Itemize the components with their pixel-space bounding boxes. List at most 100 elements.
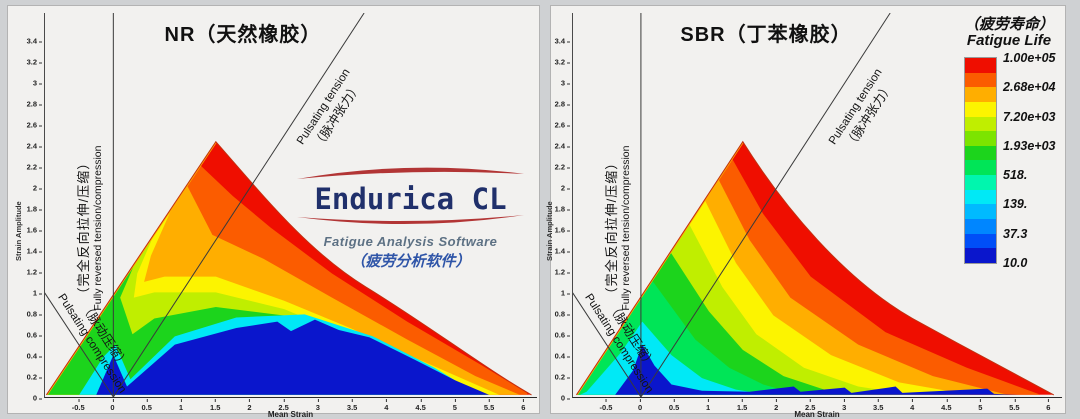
y-tick-3: 3 xyxy=(560,78,571,88)
y-tick-1.8: 1.8 xyxy=(26,204,43,214)
y-tick-2.4: 2.4 xyxy=(554,141,571,151)
y-tick-0: 0 xyxy=(560,393,571,403)
y-tick-1.8: 1.8 xyxy=(554,204,571,214)
y-tick-2.2: 2.2 xyxy=(26,162,43,172)
legend-level-4: 518. xyxy=(1003,168,1028,183)
x-tick-4: 4 xyxy=(384,399,389,412)
y-tick-0.4: 0.4 xyxy=(554,351,571,361)
y-tick-0.6: 0.6 xyxy=(26,330,43,340)
logo-swoosh-top-icon xyxy=(297,167,524,179)
sbr-y-axis: 0 0.2 0.4 0.6 0.8 1 1.2 1.4 1.6 1.8 2 2.2 2.4 2.6 2.8 3… xyxy=(551,13,571,403)
x-tick-3: 3 xyxy=(315,399,320,412)
x-tick-1.5: 1.5 xyxy=(736,399,748,412)
legend-level-5: 139. xyxy=(1003,197,1028,212)
sbr-domain-outline xyxy=(576,142,1053,395)
legend-level-1: 2.68e+04 xyxy=(1003,80,1056,95)
x-tick-2: 2 xyxy=(774,399,779,412)
y-tick-0.4: 0.4 xyxy=(26,351,43,361)
nr-title: NR（天然橡胶） xyxy=(164,24,322,46)
y-tick-1.2: 1.2 xyxy=(554,267,571,277)
legend-band-2 xyxy=(965,87,996,102)
x-tick-6: 6 xyxy=(521,399,526,412)
x-tick-3.5: 3.5 xyxy=(346,399,358,412)
legend-level-3: 1.93e+03 xyxy=(1003,138,1056,153)
x-tick-0: 0 xyxy=(637,399,643,412)
logo-swoosh-bottom-icon xyxy=(297,215,524,225)
y-tick-0.8: 0.8 xyxy=(554,309,571,319)
x-tick--0.5: -0.5 xyxy=(71,399,85,412)
legend-level-2: 7.20e+03 xyxy=(1003,109,1056,124)
logo-subtitle-cn: （疲劳分析软件） xyxy=(350,253,471,270)
sbr-title: SBR（丁苯橡胶） xyxy=(680,24,852,46)
legend-band-13 xyxy=(965,248,996,263)
legend-band-4 xyxy=(965,116,996,132)
x-tick-0.5: 0.5 xyxy=(668,399,680,412)
legend-level-0: 1.00e+05 xyxy=(1003,51,1056,65)
x-tick-1.5: 1.5 xyxy=(209,399,221,412)
endurica-logo: Endurica CL Fatigue Analysis Software （疲… xyxy=(293,166,528,271)
legend-band-6 xyxy=(965,145,996,161)
nr-pulsating-compression-line xyxy=(45,285,113,397)
nr-band-blue xyxy=(46,319,532,395)
x-tick-0: 0 xyxy=(110,399,115,412)
y-tick-1: 1 xyxy=(32,288,43,298)
x-tick-5.5: 5.5 xyxy=(483,399,495,412)
y-tick-2.4: 2.4 xyxy=(26,141,43,151)
y-tick-0.2: 0.2 xyxy=(554,372,571,382)
y-tick-0.2: 0.2 xyxy=(26,372,43,382)
sbr-pulsating-tension-line xyxy=(641,13,890,397)
y-tick-3: 3 xyxy=(32,78,43,88)
y-tick-0.6: 0.6 xyxy=(554,330,571,340)
legend-band-8 xyxy=(965,175,996,190)
sbr-contour-plot xyxy=(573,13,1062,397)
x-tick-1: 1 xyxy=(178,399,184,412)
nr-x-axis: -0.5 0 0.5 1 1.5 2 2.5 3 3.5 4 4.5 5 5.5 6 xyxy=(44,399,537,412)
x-tick-5.5: 5.5 xyxy=(1009,399,1020,412)
y-tick-1.2: 1.2 xyxy=(26,267,43,277)
x-tick-0.5: 0.5 xyxy=(141,399,152,412)
sbr-plot-area xyxy=(572,13,1062,398)
nr-y-axis-label: Strain Amplitude xyxy=(14,201,23,261)
x-tick-2: 2 xyxy=(247,399,252,412)
nr-x-axis-label: Mean Strain xyxy=(267,410,314,419)
legend-band-11 xyxy=(965,219,996,234)
y-tick-1: 1 xyxy=(560,288,571,298)
legend-band-7 xyxy=(965,160,996,176)
legend-title-en: Fatigue Life xyxy=(966,32,1052,49)
x-tick-3: 3 xyxy=(842,399,847,412)
sbr-x-axis: -0.5 0 0.5 1 1.5 2 2.5 3 3.5 4 4.5 5 5.5 6 xyxy=(572,399,1062,412)
legend-level-6: 37.3 xyxy=(1003,226,1028,241)
x-tick--0.5: -0.5 xyxy=(599,399,613,412)
nr-pulsating-tension-line xyxy=(113,13,364,397)
y-tick-2.8: 2.8 xyxy=(26,99,43,109)
y-tick-2.8: 2.8 xyxy=(554,99,571,109)
nr-plot-area xyxy=(44,13,537,398)
legend-band-5 xyxy=(965,131,996,146)
nr-contour-plot xyxy=(45,13,537,397)
x-tick-4.5: 4.5 xyxy=(415,399,426,412)
panel-nr: NR（天然橡胶） xyxy=(7,5,540,419)
x-tick-4.5: 4.5 xyxy=(941,399,952,412)
y-tick-3.2: 3.2 xyxy=(554,57,571,67)
y-tick-2.6: 2.6 xyxy=(26,120,43,130)
sbr-y-axis-label: Strain Amplitude xyxy=(545,201,554,261)
nr-domain-outline xyxy=(46,142,531,395)
y-tick-3.2: 3.2 xyxy=(26,57,43,67)
x-tick-4: 4 xyxy=(910,399,915,412)
logo-wordmark: Endurica CL xyxy=(314,182,507,216)
legend-colorbar xyxy=(964,57,997,264)
x-tick-2.5: 2.5 xyxy=(278,399,289,412)
y-tick-1.6: 1.6 xyxy=(554,225,571,235)
y-tick-0: 0 xyxy=(32,393,43,403)
x-tick-6: 6 xyxy=(1046,399,1051,412)
legend-title-cn: （疲劳寿命） xyxy=(963,16,1054,33)
y-tick-2.6: 2.6 xyxy=(554,120,571,130)
sbr-pulsating-compression-line xyxy=(573,285,641,397)
legend-band-3 xyxy=(965,101,996,117)
legend-band-12 xyxy=(965,233,996,249)
y-tick-2: 2 xyxy=(32,183,43,193)
legend-band-0 xyxy=(965,58,996,73)
y-tick-0.8: 0.8 xyxy=(26,309,43,319)
y-tick-1.4: 1.4 xyxy=(554,246,571,256)
legend-band-10 xyxy=(965,204,996,220)
